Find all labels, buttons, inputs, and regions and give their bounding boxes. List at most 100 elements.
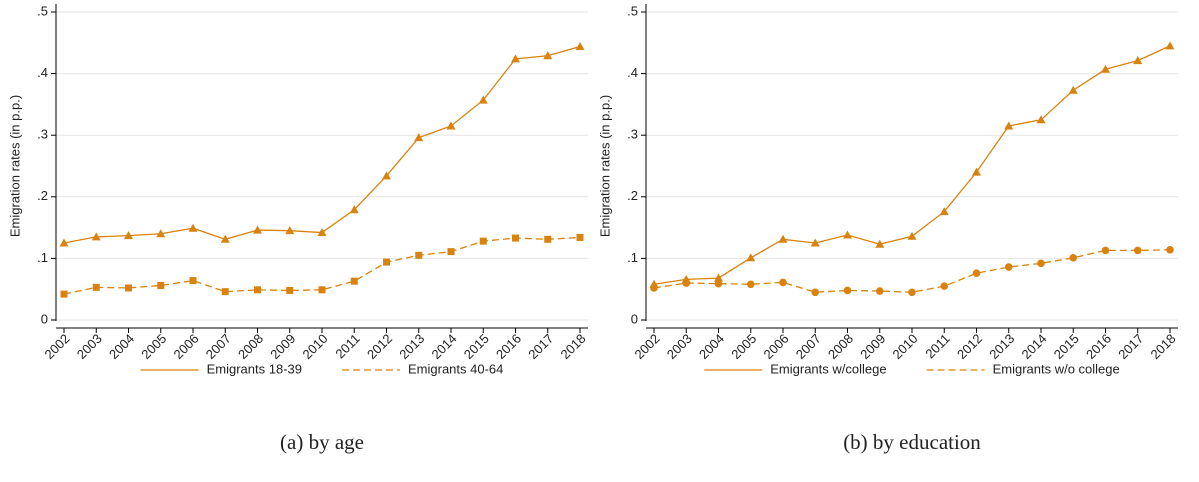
y-axis-label: Emigration rates (in p.p.) [597,95,612,237]
x-tick-label: 2005 [728,331,759,362]
y-tick-label: .2 [627,188,638,203]
marker [220,234,230,243]
marker [1037,259,1045,268]
marker [1133,56,1143,65]
caption: (a) by age [280,430,364,454]
y-tick-label: .3 [627,127,638,142]
marker [125,284,132,292]
marker [446,121,456,130]
legend-label: Emigrants 18-39 [207,361,302,376]
marker [254,286,261,294]
marker [91,232,101,241]
marker [285,226,295,235]
marker [447,248,455,256]
marker [59,238,69,247]
y-tick-label: 0 [631,311,638,326]
marker [286,286,294,294]
y-axis-label: Emigration rates (in p.p.) [7,95,22,237]
marker [414,133,424,142]
x-tick-label: 2016 [493,331,524,362]
marker [511,54,520,63]
marker [746,253,756,262]
series-line [63,236,581,295]
marker [843,230,852,239]
x-tick-label: 2017 [1115,331,1146,362]
marker [415,251,423,259]
y-tick-label: .1 [37,250,48,265]
marker [714,279,723,288]
x-tick-label: 2013 [986,331,1017,362]
marker [1068,85,1078,94]
x-tick-label: 2017 [525,331,556,362]
y-tick-label: .5 [627,3,638,18]
x-tick-label: 2002 [41,331,72,362]
marker [811,288,820,297]
x-tick-label: 2004 [106,331,137,362]
x-tick-label: 2014 [1018,331,1049,362]
marker [124,231,133,240]
marker [875,239,885,248]
marker [1133,246,1142,255]
x-tick-label: 2011 [922,331,952,361]
marker [189,277,197,285]
x-tick-label: 2010 [889,331,920,362]
marker [318,286,326,294]
marker [188,223,198,232]
marker [350,277,358,285]
marker [875,287,884,295]
marker [383,258,390,266]
marker [907,231,917,240]
marker [512,234,519,242]
marker [221,288,229,296]
marker [939,207,949,216]
marker [576,233,584,241]
marker [650,284,658,292]
y-tick-label: .4 [627,65,638,80]
marker [1036,115,1046,124]
marker [478,95,488,104]
marker [908,288,916,297]
marker [746,280,755,289]
marker [543,51,553,60]
x-tick-label: 2014 [428,331,459,362]
marker [1069,253,1078,262]
marker [1004,121,1014,130]
x-tick-label: 2007 [793,331,824,362]
x-tick-label: 2018 [557,331,588,362]
marker [1101,64,1110,73]
x-tick-label: 2015 [1051,331,1082,362]
x-tick-label: 2012 [364,331,395,362]
marker [972,269,981,277]
marker [317,228,327,237]
marker [157,282,165,290]
x-tick-label: 2008 [235,331,266,362]
marker [382,171,391,180]
marker [1101,246,1110,255]
x-tick-label: 2015 [461,331,492,362]
marker [253,225,262,234]
marker [544,235,552,243]
x-tick-label: 2003 [664,331,695,362]
y-tick-label: .5 [37,3,48,18]
marker [575,41,585,50]
y-tick-label: .1 [627,250,638,265]
x-tick-label: 2009 [857,331,888,362]
x-tick-label: 2016 [1083,331,1114,362]
x-tick-label: 2003 [74,331,105,362]
y-tick-label: .4 [37,65,48,80]
x-tick-label: 2002 [631,331,662,362]
x-tick-label: 2009 [267,331,298,362]
caption: (b) by education [843,430,981,454]
marker [156,229,166,238]
series-line [653,249,1171,293]
y-tick-label: .2 [37,188,48,203]
legend-label: Emigrants w/college [770,361,886,376]
marker [1165,41,1175,50]
marker [714,273,723,282]
legend-label: Emigrants 40-64 [408,361,503,376]
legend-label: Emigrants w/o college [993,361,1120,376]
marker [349,205,359,214]
x-tick-label: 2008 [825,331,856,362]
x-tick-label: 2013 [396,331,427,362]
marker [972,167,981,176]
